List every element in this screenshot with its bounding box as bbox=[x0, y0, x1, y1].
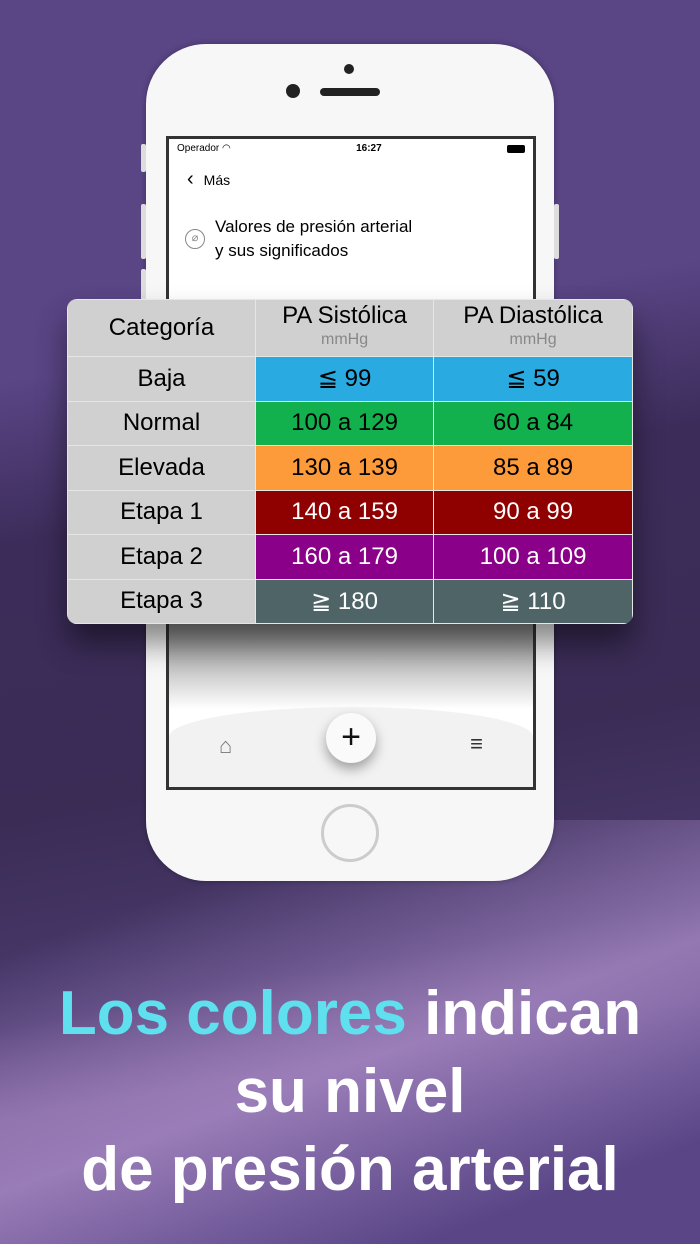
table-row: Etapa 2 160 a 179 100 a 109 bbox=[67, 534, 633, 580]
diastolic-cell: ≧ 110 bbox=[433, 578, 633, 624]
battery-icon bbox=[507, 145, 525, 153]
systolic-cell: ≧ 180 bbox=[254, 578, 435, 624]
table-row: Baja ≦ 99 ≦ 59 bbox=[67, 356, 633, 402]
clock: 16:27 bbox=[356, 143, 382, 154]
chevron-left-icon: ‹ bbox=[187, 168, 194, 190]
systolic-cell: 130 a 139 bbox=[254, 445, 435, 491]
tab-bar: ⌂ + ≡ bbox=[169, 707, 533, 787]
systolic-cell: 140 a 159 bbox=[254, 489, 435, 535]
home-icon[interactable]: ⌂ bbox=[219, 733, 233, 758]
diastolic-cell: 100 a 109 bbox=[433, 534, 633, 580]
headline: Los colores indican su nivel de presión … bbox=[0, 975, 700, 1209]
menu-icon[interactable]: ≡ bbox=[470, 731, 483, 756]
category-cell: Etapa 3 bbox=[67, 578, 256, 624]
category-cell: Baja bbox=[67, 356, 256, 402]
header-category: Categoría bbox=[67, 299, 256, 357]
background-wave bbox=[0, 820, 700, 1244]
home-button bbox=[321, 804, 379, 862]
speaker bbox=[320, 88, 380, 96]
headline-rest: indican bbox=[406, 979, 642, 1048]
headline-line-2: su nivel bbox=[234, 1057, 466, 1126]
add-button[interactable]: + bbox=[326, 713, 376, 763]
gauge-icon: ⌀ bbox=[185, 229, 205, 249]
back-button[interactable]: ‹ Más bbox=[169, 158, 533, 201]
category-cell: Etapa 1 bbox=[67, 489, 256, 535]
header-diastolic: PA Diastólica mmHg bbox=[433, 299, 633, 357]
systolic-cell: ≦ 99 bbox=[254, 356, 435, 402]
carrier: Operador bbox=[177, 143, 220, 154]
systolic-cell: 160 a 179 bbox=[254, 534, 435, 580]
status-bar: Operador ◠ 16:27 bbox=[169, 139, 533, 158]
header-systolic: PA Sistólica mmHg bbox=[254, 299, 435, 357]
table-row: Elevada 130 a 139 85 a 89 bbox=[67, 445, 633, 491]
blood-pressure-table: Categoría PA Sistólica mmHg PA Diastólica… bbox=[67, 299, 633, 624]
category-cell: Etapa 2 bbox=[67, 534, 256, 580]
title-line-2: y sus significados bbox=[215, 241, 349, 260]
table-row: Normal 100 a 129 60 a 84 bbox=[67, 400, 633, 446]
title-line-1: Valores de presión arterial bbox=[215, 217, 413, 236]
systolic-cell: 100 a 129 bbox=[254, 400, 435, 446]
camera bbox=[344, 64, 354, 74]
category-cell: Elevada bbox=[67, 445, 256, 491]
back-label: Más bbox=[203, 171, 231, 188]
table-row: Etapa 1 140 a 159 90 a 99 bbox=[67, 489, 633, 535]
diastolic-cell: 90 a 99 bbox=[433, 489, 633, 535]
headline-highlight: Los colores bbox=[58, 979, 407, 1048]
wifi-icon: ◠ bbox=[222, 143, 231, 154]
page-title: ⌀ Valores de presión arterial y sus signi… bbox=[169, 201, 533, 277]
category-cell: Normal bbox=[67, 400, 256, 446]
headline-line-3: de presión arterial bbox=[81, 1135, 619, 1204]
diastolic-cell: 85 a 89 bbox=[433, 445, 633, 491]
table-row: Etapa 3 ≧ 180 ≧ 110 bbox=[67, 578, 633, 624]
diastolic-cell: 60 a 84 bbox=[433, 400, 633, 446]
sensor bbox=[286, 84, 300, 98]
diastolic-cell: ≦ 59 bbox=[433, 356, 633, 402]
